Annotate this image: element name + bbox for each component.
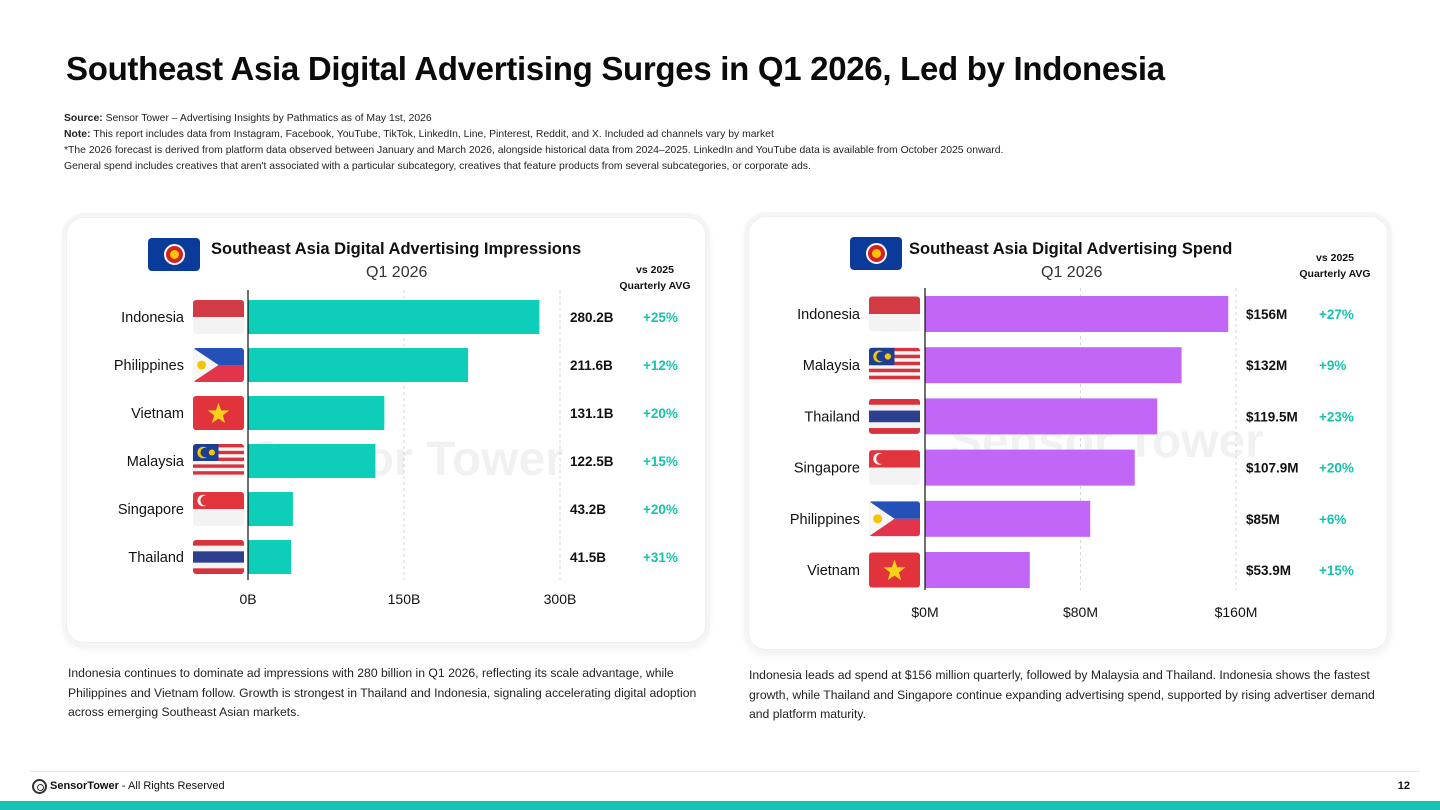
category-label: Indonesia (797, 307, 861, 323)
footer-rights: - All Rights Reserved (118, 780, 225, 792)
flag-vietnam-icon (869, 552, 920, 588)
impressions-card (66, 217, 706, 643)
bar (248, 492, 293, 526)
change-label: +6% (1319, 512, 1346, 527)
change-label: +31% (643, 550, 678, 565)
sensor-tower-logo-icon (32, 779, 47, 794)
change-label: +20% (643, 502, 678, 517)
bar (925, 296, 1229, 332)
forecast-note: *The 2026 forecast is derived from platf… (64, 145, 1004, 156)
value-label: 41.5B (570, 550, 606, 565)
asean-flag-icon (850, 237, 902, 270)
source-label: Source: (64, 113, 103, 124)
bar (248, 396, 385, 430)
tick-label: $160M (1215, 604, 1258, 620)
note-text: This report includes data from Instagram… (93, 129, 774, 140)
spend-chart-subtitle: Q1 2026 (1041, 264, 1103, 281)
footer-brand: SensorTower (50, 780, 119, 792)
change-label: +15% (1319, 563, 1354, 578)
category-label: Singapore (794, 461, 860, 477)
source-text: Sensor Tower – Advertising Insights by P… (105, 113, 432, 124)
spend-description: Indonesia leads ad spend at $156 million… (749, 668, 1375, 721)
footer-copyright: SensorTower - All Rights Reserved (50, 780, 225, 792)
flag-malaysia-icon (869, 347, 920, 383)
bar (925, 552, 1030, 588)
value-label: 280.2B (570, 310, 614, 325)
category-label: Vietnam (807, 563, 860, 579)
flag-malaysia-icon (193, 444, 244, 478)
category-label: Philippines (114, 358, 184, 374)
category-label: Malaysia (803, 358, 861, 374)
value-label: $107.9M (1246, 461, 1299, 476)
bar (248, 300, 540, 334)
change-label: +27% (1319, 307, 1354, 322)
flag-indonesia-icon (193, 300, 244, 334)
value-label: 43.2B (570, 502, 606, 517)
flag-thailand-icon (869, 398, 920, 434)
flag-philippines-icon (869, 501, 920, 537)
change-header-line1: vs 2025 (1316, 252, 1354, 264)
flag-indonesia-icon (869, 296, 920, 332)
general-spend-note: General spend includes creatives that ar… (64, 161, 811, 172)
page-title: Southeast Asia Digital Advertising Surge… (66, 50, 1165, 87)
flag-vietnam-icon (193, 396, 244, 430)
page-number: 12 (1397, 780, 1410, 792)
change-label: +25% (643, 310, 678, 325)
spend-chart-title: Southeast Asia Digital Advertising Spend (909, 240, 1233, 258)
change-label: +20% (643, 406, 678, 421)
source-notes: Source: Sensor Tower – Advertising Insig… (64, 111, 1003, 175)
tick-label: 150B (388, 591, 421, 607)
note-label: Note: (64, 129, 91, 140)
impressions-chart (193, 290, 561, 580)
impressions-chart-subtitle: Q1 2026 (366, 264, 428, 281)
bar (925, 449, 1135, 486)
bar (925, 398, 1158, 435)
change-label: +9% (1319, 358, 1346, 373)
category-label: Vietnam (131, 406, 184, 422)
bar (248, 540, 292, 574)
spend-change-header: vs 2025 Quarterly AVG (1292, 250, 1378, 282)
tick-label: 0B (239, 591, 256, 607)
category-label: Singapore (118, 502, 184, 518)
value-label: 122.5B (570, 454, 614, 469)
bar (248, 348, 469, 382)
value-label: 211.6B (570, 358, 613, 373)
change-header-line2: Quarterly AVG (1299, 268, 1371, 280)
category-label: Thailand (804, 409, 860, 425)
value-label: $85M (1246, 512, 1280, 527)
asean-flag-icon (148, 238, 200, 271)
value-label: $119.5M (1246, 409, 1298, 424)
tick-label: $80M (1063, 604, 1098, 620)
impressions-description: Indonesia continues to dominate ad impre… (68, 666, 697, 719)
value-label: $132M (1246, 358, 1287, 373)
value-label: 131.1B (570, 406, 614, 421)
bar (925, 347, 1182, 384)
change-label: +23% (1319, 409, 1354, 424)
tick-label: $0M (911, 604, 938, 620)
bar (248, 444, 376, 478)
change-header-line1: vs 2025 (636, 264, 674, 276)
category-label: Malaysia (127, 454, 185, 470)
category-label: Indonesia (121, 310, 185, 326)
footer-divider (30, 771, 1420, 772)
value-label: $53.9M (1246, 563, 1291, 578)
flag-thailand-icon (193, 540, 244, 574)
flag-philippines-icon (193, 348, 244, 382)
accent-bar (0, 801, 1440, 810)
flag-singapore-icon (869, 450, 920, 486)
change-header-line2: Quarterly AVG (619, 280, 691, 292)
change-label: +12% (643, 358, 678, 373)
impressions-change-header: vs 2025 Quarterly AVG (612, 262, 698, 294)
change-label: +20% (1319, 461, 1354, 476)
flag-singapore-icon (193, 492, 244, 526)
category-label: Thailand (128, 550, 184, 566)
impressions-chart-title: Southeast Asia Digital Advertising Impre… (211, 240, 582, 258)
category-label: Philippines (790, 512, 860, 528)
bar (925, 500, 1091, 537)
value-label: $156M (1246, 307, 1287, 322)
change-label: +15% (643, 454, 678, 469)
tick-label: 300B (544, 591, 577, 607)
spend-chart (869, 288, 1237, 590)
